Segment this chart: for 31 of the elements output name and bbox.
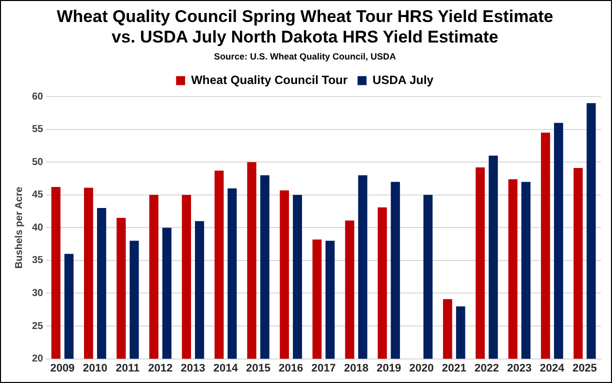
x-tick-label: 2014 [213, 362, 239, 374]
x-tick-label: 2024 [540, 362, 566, 374]
y-axis-title: Bushels per Acre [14, 186, 25, 269]
x-tick-label: 2011 [116, 362, 140, 374]
y-tick-label: 55 [32, 124, 44, 136]
y-tick-label: 60 [32, 91, 44, 102]
x-tick-label: 2013 [180, 362, 206, 374]
x-tick-label: 2025 [572, 362, 597, 374]
y-tick-label: 25 [32, 320, 44, 332]
chart-subtitle: Source: U.S. Wheat Quality Council, USDA [214, 52, 397, 62]
x-tick-label: 2023 [507, 362, 532, 374]
y-tick-label: 45 [32, 190, 44, 201]
y-tick-label: 35 [32, 255, 44, 266]
x-tick-label: 2021 [442, 362, 466, 374]
x-tick-label: 2015 [246, 362, 271, 374]
x-tick-label: 2022 [474, 362, 500, 374]
chart-title: Wheat Quality Council Spring Wheat Tour HRS Yield Estimate vs. USDA July North Dakota HRS Yield Estimate [56, 6, 554, 46]
x-tick-label: 2012 [148, 362, 173, 374]
x-tick-label: 2018 [344, 362, 368, 374]
y-tick-label: 20 [32, 354, 44, 365]
x-tick-label: 2010 [82, 362, 108, 374]
x-tick-label: 2020 [409, 362, 434, 374]
x-tick-label: 2017 [311, 362, 336, 374]
x-tick-label: 2019 [376, 362, 402, 374]
y-tick-label: 40 [32, 222, 44, 234]
legend-label: Wheat Quality Council Tour [191, 72, 348, 87]
legend-label: USDA July [372, 72, 434, 87]
x-tick-label: 2016 [278, 362, 304, 374]
y-tick-label: 30 [32, 288, 44, 299]
x-tick-label: 2009 [50, 362, 75, 374]
y-tick-label: 50 [32, 156, 44, 168]
